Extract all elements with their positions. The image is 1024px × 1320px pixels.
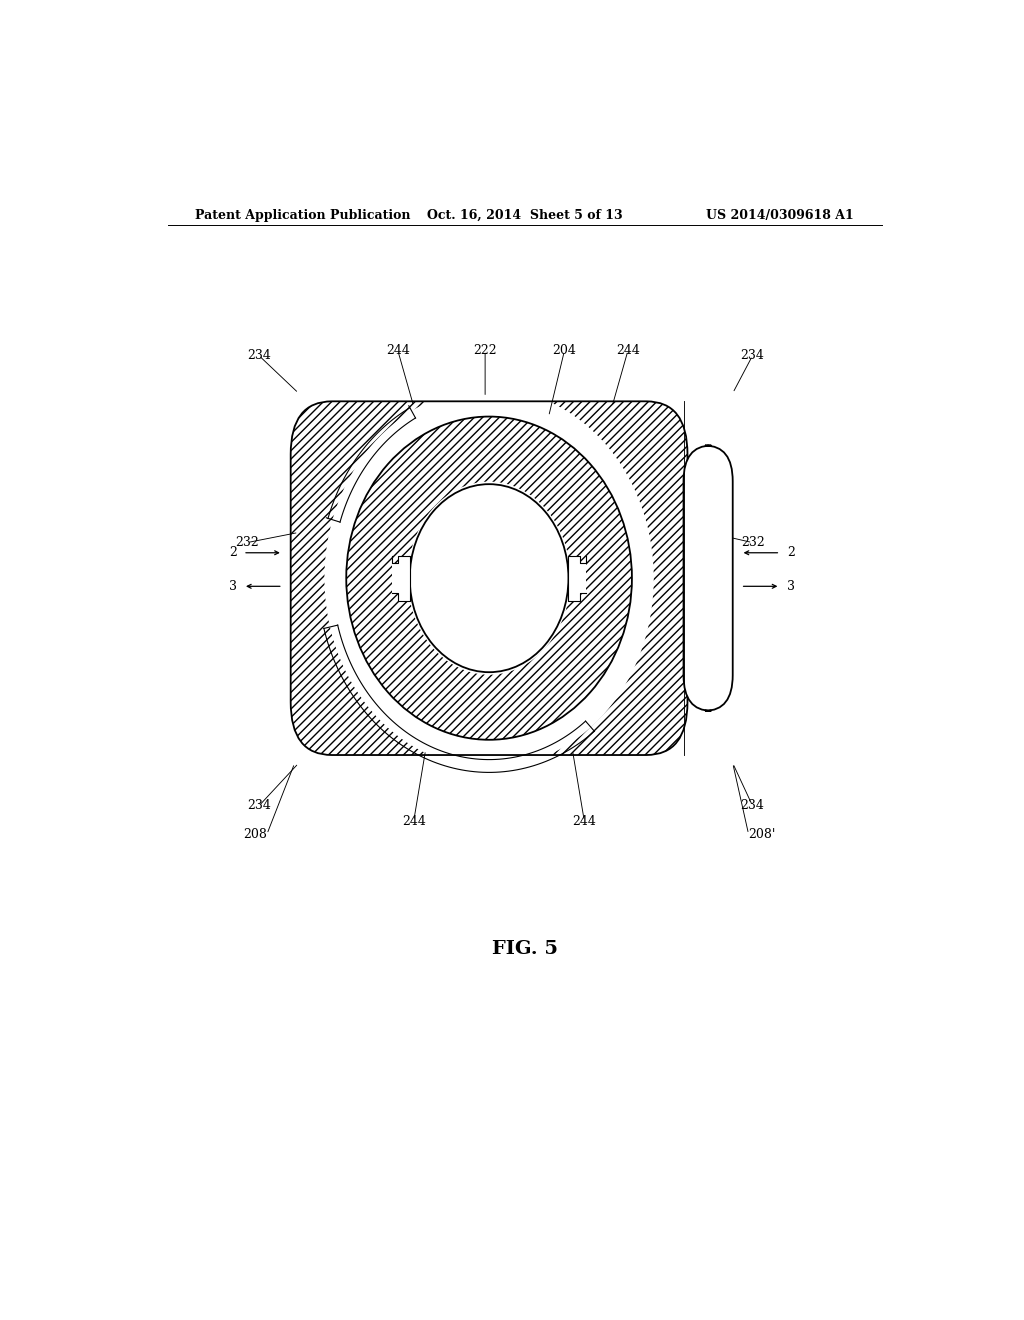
- Polygon shape: [568, 556, 586, 601]
- FancyBboxPatch shape: [291, 401, 687, 755]
- Text: 234: 234: [247, 348, 271, 362]
- Text: 3: 3: [228, 579, 237, 593]
- Text: US 2014/0309618 A1: US 2014/0309618 A1: [707, 209, 854, 222]
- Text: 244: 244: [401, 814, 426, 828]
- Text: 3: 3: [786, 579, 795, 593]
- Text: 232: 232: [740, 536, 765, 549]
- Text: 222: 222: [473, 345, 497, 356]
- Text: 244: 244: [572, 814, 596, 828]
- Text: 234: 234: [247, 800, 271, 812]
- Text: 2: 2: [786, 546, 795, 560]
- Text: 208': 208': [749, 828, 776, 841]
- Text: Oct. 16, 2014  Sheet 5 of 13: Oct. 16, 2014 Sheet 5 of 13: [427, 209, 623, 222]
- Text: 2: 2: [228, 546, 237, 560]
- Text: 244: 244: [386, 345, 410, 356]
- FancyBboxPatch shape: [684, 446, 733, 710]
- Text: Patent Application Publication: Patent Application Publication: [196, 209, 411, 222]
- Text: 244: 244: [616, 345, 640, 356]
- Ellipse shape: [325, 388, 653, 768]
- Text: 204: 204: [553, 345, 577, 356]
- Text: 234: 234: [740, 348, 765, 362]
- Ellipse shape: [408, 482, 570, 675]
- Text: 208: 208: [243, 828, 267, 841]
- Text: 232: 232: [236, 536, 259, 549]
- Polygon shape: [392, 556, 410, 601]
- Text: 234: 234: [740, 800, 765, 812]
- Text: FIG. 5: FIG. 5: [492, 940, 558, 958]
